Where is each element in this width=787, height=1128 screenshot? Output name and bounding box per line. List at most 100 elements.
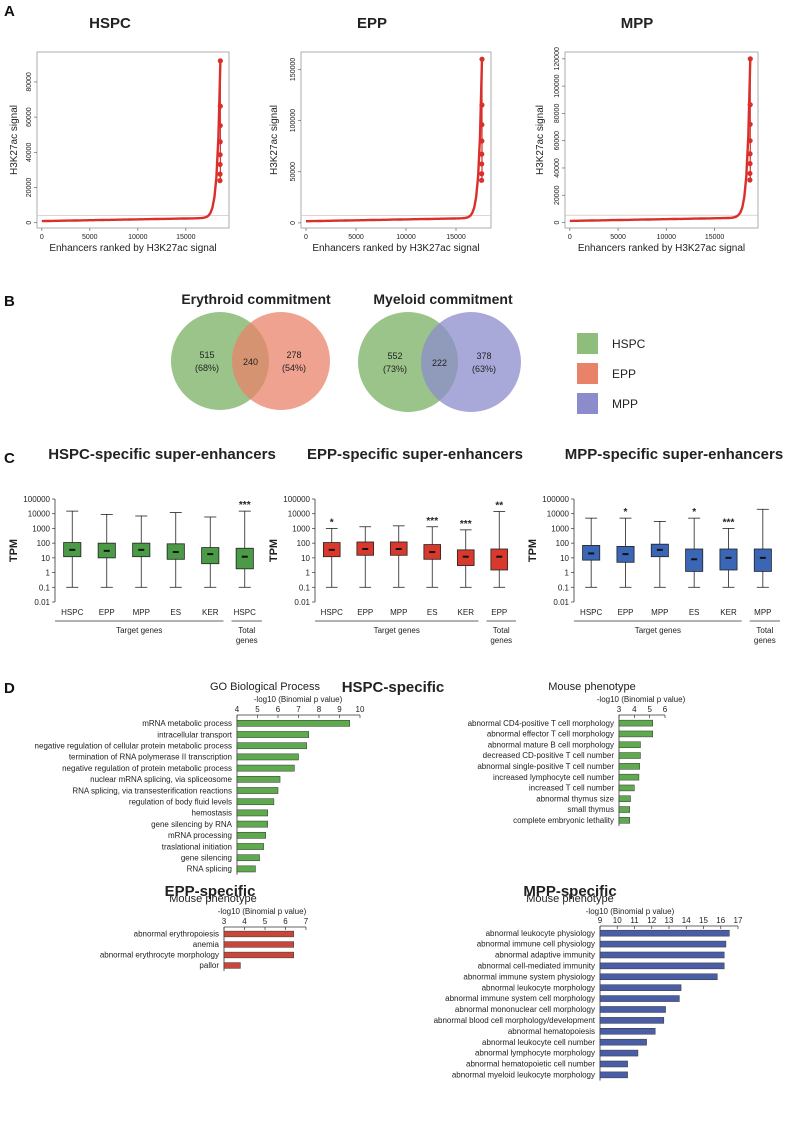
x-tick-label: EPP bbox=[99, 608, 115, 617]
venn-count-left: 552 bbox=[387, 351, 402, 361]
x-tick-label: 16 bbox=[716, 916, 725, 925]
bar bbox=[599, 962, 725, 970]
y-tick-label: 1000 bbox=[551, 524, 569, 533]
bar-label: abnormal blood cell morphology/developme… bbox=[434, 1016, 596, 1025]
bar bbox=[599, 995, 680, 1002]
y-axis-label: H3K27ac signal bbox=[9, 105, 20, 175]
y-axis-label: TPM bbox=[8, 539, 20, 562]
box-hspc: HSPC *** bbox=[234, 500, 256, 617]
bar bbox=[599, 1017, 665, 1024]
bar-label: RNA splicing, via transesterification re… bbox=[72, 786, 232, 795]
box-hspc: HSPC bbox=[61, 510, 84, 617]
x-tick-label: 6 bbox=[276, 705, 281, 714]
significance-mark: * bbox=[330, 517, 334, 528]
hspc-specific-heading: HSPC-specific bbox=[342, 679, 445, 696]
x-tick-label: 10 bbox=[356, 705, 365, 714]
venn-circle-mpp bbox=[421, 312, 521, 412]
venn-pct-right: (54%) bbox=[282, 363, 306, 373]
epp-specific-heading: EPP-specific bbox=[165, 883, 256, 900]
y-tick-label: 100000 bbox=[23, 495, 50, 504]
signal-curve bbox=[569, 58, 752, 223]
y-tick-label: 100000 bbox=[554, 74, 561, 97]
bar-label: mRNA metabolic process bbox=[142, 719, 232, 728]
bar bbox=[599, 1060, 628, 1068]
x-tick-label: HSPC bbox=[234, 608, 256, 617]
x-tick-label: 13 bbox=[665, 916, 674, 925]
x-tick-label: 14 bbox=[682, 916, 691, 925]
box-body bbox=[201, 547, 220, 565]
y-tick-label: 150000 bbox=[290, 58, 297, 81]
bar-label: RNA splicing bbox=[187, 865, 232, 874]
x-tick-label: 0 bbox=[568, 234, 572, 241]
x-axis-label: -log10 (Binomial p value) bbox=[254, 695, 343, 704]
y-tick-label: 0.01 bbox=[34, 598, 50, 607]
venn-title: Myeloid commitment bbox=[373, 291, 513, 307]
plot-title: MPP bbox=[621, 15, 654, 32]
bar bbox=[236, 843, 264, 850]
x-tick-label: EPP bbox=[357, 608, 373, 617]
boxplot-title: MPP-specific super-enhancers bbox=[565, 446, 783, 463]
box-mpp: MPP bbox=[753, 508, 772, 617]
y-tick-label: 10 bbox=[560, 554, 569, 563]
y-tick-label: 80000 bbox=[554, 104, 561, 124]
y-tick-label: 20000 bbox=[26, 178, 33, 198]
y-tick-label: 1 bbox=[565, 569, 570, 578]
significance-mark: *** bbox=[426, 516, 438, 527]
box-epp: EPP * bbox=[616, 507, 635, 617]
venn-pct-left: (73%) bbox=[383, 364, 407, 374]
bar-label: traslational initiation bbox=[162, 842, 232, 851]
y-tick-label: 40000 bbox=[554, 158, 561, 178]
bar bbox=[236, 787, 279, 794]
significance-mark: * bbox=[692, 507, 696, 518]
bar-label: abnormal hematopoiesis bbox=[508, 1027, 595, 1036]
box-body bbox=[753, 548, 772, 572]
bar-label: abnormal leukocyte cell number bbox=[482, 1038, 595, 1047]
box-es: ES bbox=[166, 512, 185, 617]
y-tick-label: 100 bbox=[37, 539, 51, 548]
bar-label: abnormal lymphocyte morphology bbox=[475, 1049, 595, 1058]
x-tick-label: 15000 bbox=[176, 234, 196, 241]
bar-label: increased T cell number bbox=[529, 784, 614, 793]
bar bbox=[236, 820, 268, 828]
x-tick-label: 3 bbox=[222, 917, 227, 926]
x-tick-label: 8 bbox=[317, 705, 322, 714]
x-tick-label: 6 bbox=[283, 917, 288, 926]
bar bbox=[599, 1049, 639, 1057]
group-label: Target genes bbox=[116, 626, 162, 635]
venn-count-right: 378 bbox=[476, 351, 491, 361]
y-tick-label: 100 bbox=[297, 539, 311, 548]
y-tick-label: 40000 bbox=[26, 142, 33, 162]
venn-overlap: 240 bbox=[243, 357, 258, 367]
bar-label: abnormal immune system cell morphology bbox=[445, 994, 595, 1003]
legend-label-hspc: HSPC bbox=[612, 337, 646, 351]
box-body bbox=[235, 547, 254, 570]
x-tick-label: ES bbox=[689, 608, 700, 617]
bar-label: abnormal mononuclear cell morphology bbox=[455, 1005, 595, 1014]
bar bbox=[599, 951, 725, 959]
bar bbox=[599, 929, 730, 937]
y-tick-label: 1000 bbox=[32, 524, 50, 533]
y-axis-label: TPM bbox=[527, 539, 539, 562]
venn-pct-left: (68%) bbox=[195, 363, 219, 373]
y-tick-label: 1 bbox=[306, 569, 311, 578]
x-axis-label: Enhancers ranked by H3K27ac signal bbox=[578, 243, 745, 254]
significance-mark: ** bbox=[495, 501, 503, 512]
bar-label: small thymus bbox=[567, 805, 614, 814]
box-body bbox=[456, 549, 475, 566]
bar-chart-d-hspc-go: GO Biological Process -log10 (Binomial p … bbox=[35, 681, 365, 875]
x-tick-label: ES bbox=[170, 608, 181, 617]
y-tick-label: 100000 bbox=[542, 495, 569, 504]
group-label: Target genes bbox=[635, 626, 681, 635]
bar bbox=[618, 784, 635, 792]
y-tick-label: 60000 bbox=[554, 131, 561, 151]
ranked-plot-mpp: MPP 0 5000 10000 15000 0 20000 40000 60000 80000 1… bbox=[535, 15, 759, 254]
plot-frame bbox=[300, 51, 492, 229]
x-tick-label: 6 bbox=[663, 705, 668, 714]
x-tick-label: 10000 bbox=[396, 234, 416, 241]
bar-chart-title: Mouse phenotype bbox=[169, 893, 256, 905]
bar-chart-d-hspc-mp: Mouse phenotype -log10 (Binomial p value)… bbox=[468, 681, 686, 826]
x-tick-label: 4 bbox=[632, 705, 637, 714]
bar bbox=[223, 930, 294, 938]
bar-label: abnormal erythropoiesis bbox=[134, 930, 219, 939]
